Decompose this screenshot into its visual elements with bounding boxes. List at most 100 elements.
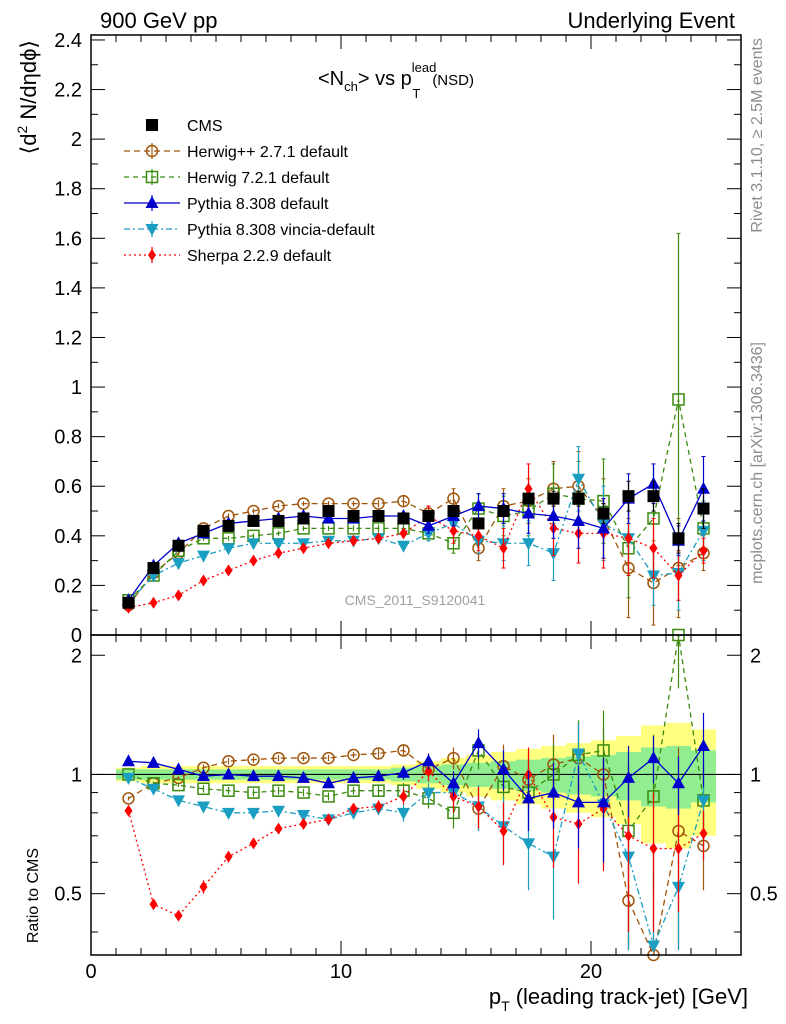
ratio-point (247, 807, 260, 820)
ratio-point (472, 736, 485, 749)
data-point (699, 544, 708, 557)
ratio-point (522, 791, 535, 804)
legend: CMS Herwig++ 2.7.1 default Herwig 7.2.1 de… (124, 118, 375, 265)
ratio-point (222, 807, 235, 820)
data-point (174, 589, 183, 602)
ratio-point (622, 770, 635, 783)
x-axis-label: pT (leading track-jet) [GeV] (489, 984, 748, 1014)
ratio-point (697, 738, 710, 751)
data-point (547, 492, 560, 505)
data-point (422, 518, 435, 531)
data-point (324, 537, 333, 550)
y-tick-label: 2.4 (54, 30, 82, 52)
data-point (122, 596, 135, 609)
ratio-line (128, 742, 705, 804)
ratio-point (397, 744, 410, 757)
ratio-point (297, 751, 310, 765)
legend-entry: Pythia 8.308 default (124, 195, 329, 213)
ratio-point (572, 795, 585, 808)
data-point (597, 521, 610, 534)
ratio-point (247, 753, 260, 766)
ratio-point (697, 795, 710, 808)
ratio-point (447, 776, 460, 789)
series (124, 463, 708, 933)
data-point (497, 505, 510, 518)
ratio-tick-label: 2 (71, 645, 82, 667)
data-point (347, 497, 360, 510)
ratio-tick-label-right: 2 (750, 645, 761, 667)
data-point (524, 482, 533, 495)
ratio-point (299, 817, 308, 830)
ratio-point (347, 770, 360, 783)
legend-label: Herwig 7.2.1 default (187, 170, 330, 187)
data-point (272, 538, 285, 551)
legend-marker (145, 170, 159, 184)
data-point (247, 538, 260, 551)
ratio-point (297, 786, 310, 799)
ratio-point (222, 754, 235, 768)
ratio-point (424, 765, 433, 778)
y-tick-label: 0.8 (54, 427, 82, 449)
data-point (147, 562, 160, 575)
data-point (222, 519, 235, 532)
data-point (572, 492, 585, 505)
ratio-axis-label: Ratio to CMS (25, 848, 42, 943)
ratio-point (147, 783, 160, 796)
legend-entry: CMS (146, 118, 223, 135)
y-tick-label: 1.6 (54, 228, 82, 250)
data-point (322, 511, 335, 524)
side-text-top: Rivet 3.1.10, ≥ 2.5M events (749, 38, 766, 233)
y-tick-label: 2.2 (54, 80, 82, 102)
data-point (522, 538, 535, 551)
data-point (649, 542, 658, 555)
ratio-point (374, 800, 383, 813)
legend-marker (145, 224, 159, 236)
ratio-point (222, 767, 235, 780)
ratio-point (597, 744, 610, 757)
data-point (522, 492, 535, 505)
data-point (349, 534, 358, 547)
ratio-point (347, 748, 360, 762)
ratio-point (297, 809, 310, 822)
data-point (299, 542, 308, 555)
data-point (447, 505, 460, 518)
legend-marker (145, 144, 159, 158)
ratio-point (322, 790, 335, 803)
series-line (127, 482, 705, 601)
legend-entry: Herwig++ 2.7.1 default (124, 143, 349, 161)
legend-marker (146, 119, 158, 131)
ratio-point (174, 909, 183, 922)
ratio-tick-label: 0.5 (54, 884, 82, 906)
y-tick-label: 1.4 (54, 278, 82, 300)
data-point (447, 492, 460, 505)
ratio-point (324, 813, 333, 826)
series (122, 232, 710, 946)
legend-label: Sherpa 2.2.9 default (187, 248, 332, 265)
y-tick-label: 0.2 (54, 575, 82, 597)
ratio-point (274, 822, 283, 835)
ratio-point (522, 838, 535, 851)
ratio-point (497, 762, 510, 775)
data-point (397, 540, 410, 553)
data-point (472, 499, 485, 512)
ratio-point (122, 792, 135, 805)
series-line (128, 399, 705, 601)
ratio-point (247, 769, 260, 782)
ratio-point (272, 784, 285, 797)
ratio-point (372, 784, 385, 797)
y-tick-label: 1.2 (54, 327, 82, 349)
ratio-point (249, 837, 258, 850)
ratio-point (422, 754, 435, 767)
data-point (697, 502, 710, 515)
ratio-point (222, 784, 235, 797)
ratio-point (422, 787, 435, 800)
ratio-point (197, 769, 210, 782)
ratio-point (647, 940, 660, 953)
ratio-point (649, 842, 658, 855)
ratio-point (224, 850, 233, 863)
data-point (697, 525, 710, 538)
ratio-point (272, 805, 285, 818)
legend-entry: Herwig 7.2.1 default (124, 169, 330, 187)
legend-entry: Sherpa 2.2.9 default (124, 247, 332, 265)
ratio-point (647, 751, 660, 764)
